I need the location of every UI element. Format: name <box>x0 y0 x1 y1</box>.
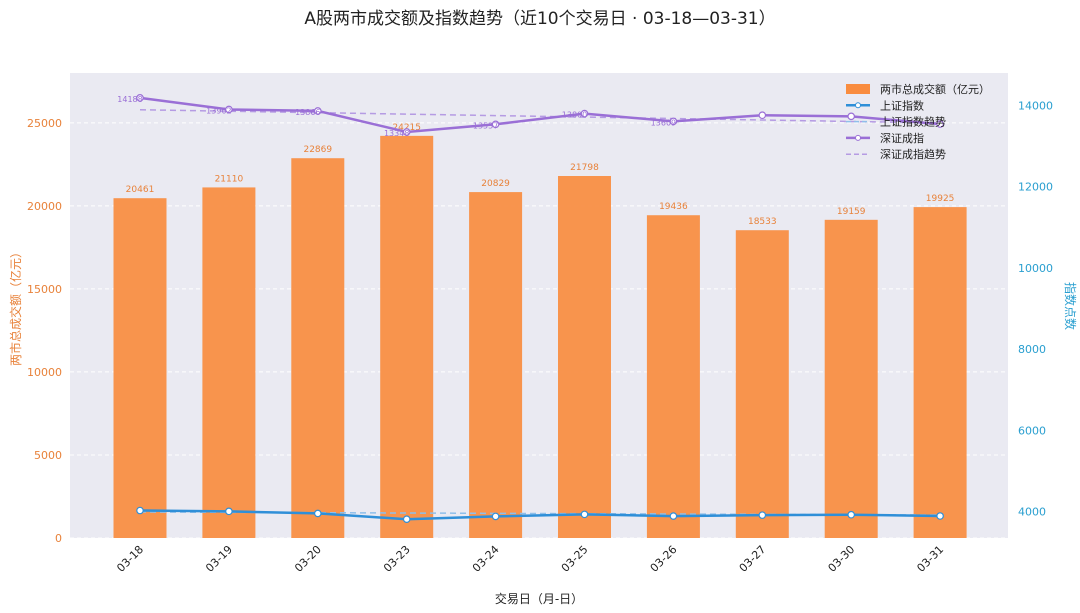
right-tick-label: 4000 <box>1018 506 1046 519</box>
left-tick-label: 20000 <box>27 200 62 213</box>
series-point <box>758 511 767 519</box>
chart-title: A股两市成交额及指数趋势（近10个交易日 · 03-18—03-31） <box>304 9 775 29</box>
legend-marker <box>855 134 861 141</box>
series-point <box>580 109 589 118</box>
series-point <box>491 120 500 129</box>
series-line <box>139 509 941 521</box>
x-tick-label: 03-18 <box>114 543 146 575</box>
right-tick-label: 8000 <box>1018 343 1046 356</box>
bar <box>558 175 611 538</box>
bar <box>291 158 345 538</box>
series-point <box>669 512 678 520</box>
right-axis-label: 指数点数 <box>1063 282 1078 330</box>
legend-label: 上证指数 <box>880 98 924 112</box>
left-tick-label: 0 <box>55 532 62 545</box>
point-value-label: 13348 <box>384 129 409 138</box>
legend-label: 上证指数趋势 <box>880 115 946 129</box>
series-line <box>139 96 941 134</box>
bar <box>646 215 700 538</box>
bar-labels: 20461 21110 22869 24215 20829 21798 19436 18533… <box>126 123 955 227</box>
left-tick-label: 10000 <box>27 366 62 379</box>
series-point <box>847 510 856 519</box>
series-point <box>936 120 944 128</box>
series-point <box>491 512 500 521</box>
left-tick-label: 5000 <box>34 449 62 462</box>
bar-value-label: 20461 <box>126 185 155 195</box>
x-tick-label: 03-26 <box>648 543 680 575</box>
series-point <box>758 111 767 120</box>
x-tick-label: 03-23 <box>381 543 413 575</box>
series-point <box>136 94 144 102</box>
right-axis-ticks: 4000 6000 8000 10000 12000 14000 <box>1018 99 1053 518</box>
x-tick-label: 03-24 <box>470 543 502 575</box>
bar-value-label: 24215 <box>392 123 421 133</box>
bar <box>202 187 256 538</box>
legend-label: 深证成指趋势 <box>880 147 946 161</box>
left-tick-label: 25000 <box>27 117 62 130</box>
x-tick-label: 03-31 <box>914 543 946 575</box>
bar-series <box>113 135 967 539</box>
point-value-label: 13609 <box>651 118 676 127</box>
left-axis-ticks: 0 5000 10000 15000 20000 25000 <box>27 117 62 545</box>
legend-label: 深证成指 <box>880 131 924 145</box>
series-point <box>136 506 144 515</box>
bar <box>824 219 878 539</box>
bar <box>913 207 967 539</box>
bar-value-label: 21110 <box>215 174 244 184</box>
point-value-label: 14188 <box>117 95 142 104</box>
trend-line <box>139 109 941 124</box>
right-tick-label: 6000 <box>1018 424 1046 437</box>
left-axis-label: 两市总成交额（亿元） <box>8 246 23 366</box>
bar-value-label: 19159 <box>837 207 866 217</box>
bar <box>735 230 789 538</box>
legend-marker <box>855 102 861 109</box>
x-axis-label: 交易日（月-日） <box>495 591 583 606</box>
bar-value-label: 20829 <box>481 179 510 189</box>
legend-swatch <box>846 84 870 94</box>
bar-value-label: 19436 <box>659 202 688 212</box>
x-tick-label: 03-25 <box>559 543 591 575</box>
bar-value-label: 18533 <box>748 217 777 227</box>
series-point <box>847 112 856 121</box>
x-axis-ticks: 03-18 03-19 03-20 03-23 03-24 03-25 03-26 03-27… <box>114 543 946 575</box>
left-tick-label: 15000 <box>27 283 62 296</box>
bar-value-label: 22869 <box>303 145 332 155</box>
bar <box>469 192 523 538</box>
point-value-label: 13800 <box>562 111 587 120</box>
series-point <box>580 510 589 519</box>
bar <box>380 135 434 538</box>
series-point <box>225 507 233 516</box>
right-tick-label: 14000 <box>1018 99 1053 112</box>
line-labels: 14188 13902 13866 13348 13537 13800 13609 <box>117 95 676 138</box>
x-tick-label: 03-30 <box>826 543 858 575</box>
series-point <box>402 128 411 136</box>
bar <box>113 198 167 539</box>
point-value-label: 13902 <box>206 106 231 115</box>
legend-label: 两市总成交额（亿元） <box>880 82 990 96</box>
right-tick-label: 12000 <box>1018 181 1053 194</box>
series-point <box>402 515 411 523</box>
x-tick-label: 03-27 <box>737 543 769 575</box>
series-point <box>936 512 944 520</box>
point-value-label: 13537 <box>473 121 498 130</box>
series-point <box>225 105 233 114</box>
series-point <box>313 509 322 518</box>
point-value-label: 13866 <box>295 108 320 117</box>
bar-value-label: 19925 <box>926 194 955 204</box>
right-tick-label: 10000 <box>1018 262 1053 275</box>
x-tick-label: 03-20 <box>292 543 324 575</box>
line-series <box>136 94 944 523</box>
bar-value-label: 21798 <box>570 163 599 173</box>
x-tick-label: 03-19 <box>203 543 235 575</box>
series-point <box>313 107 322 115</box>
series-point <box>669 117 678 126</box>
